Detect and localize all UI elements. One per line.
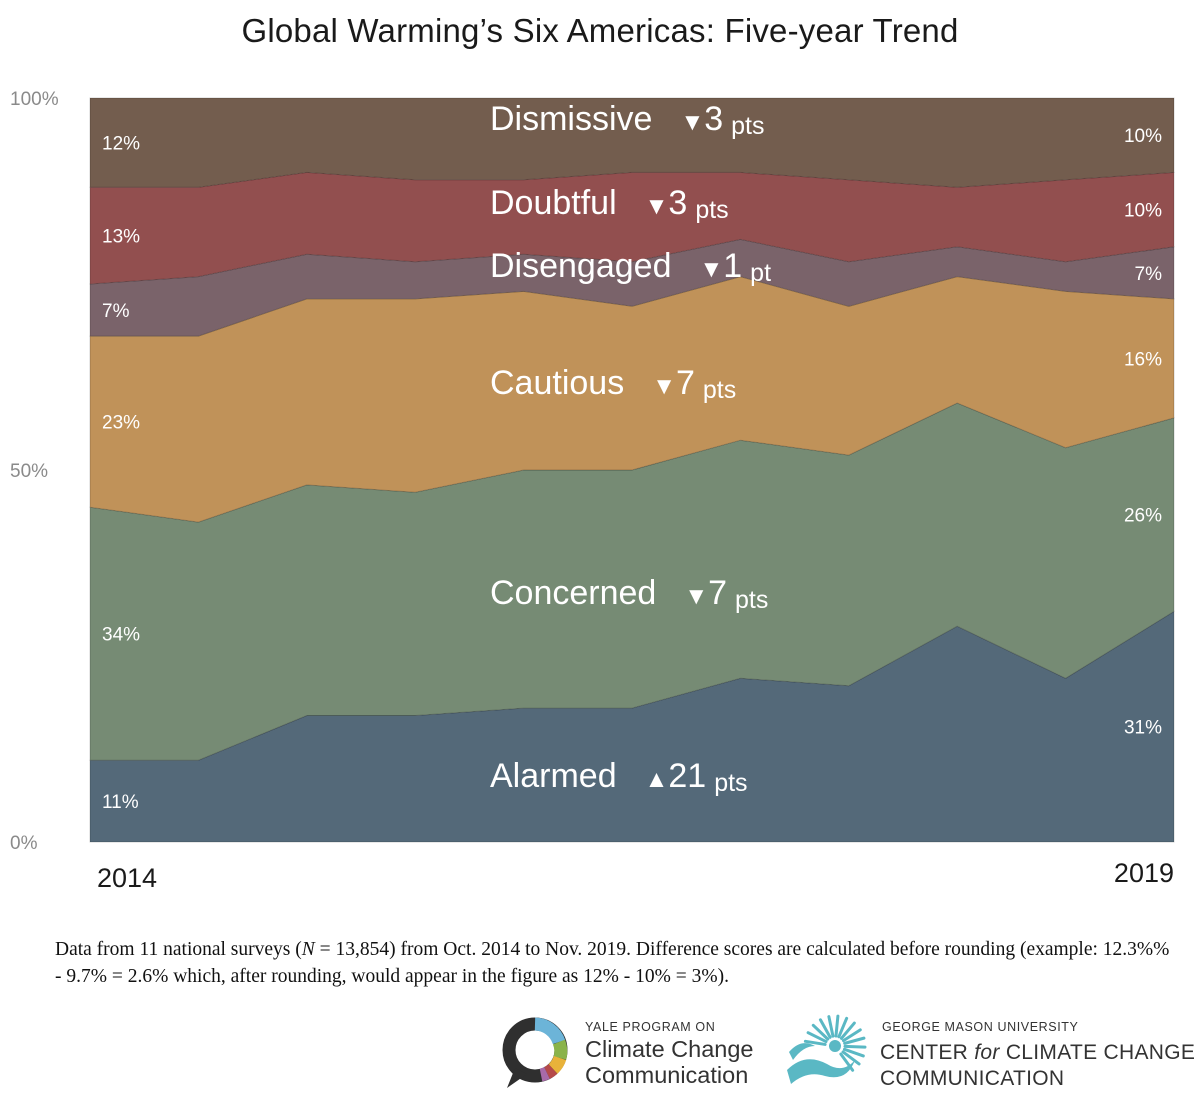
y-tick-label: 0% xyxy=(10,833,38,854)
start-label-disengaged: 7% xyxy=(102,301,130,322)
start-label-concerned: 34% xyxy=(102,625,140,646)
segment-change-cautious: ▼7 pts xyxy=(652,364,736,404)
end-label-cautious: 16% xyxy=(1124,349,1162,370)
segment-name-cautious: Cautious xyxy=(490,364,624,402)
segment-name-disengaged: Disengaged xyxy=(490,247,671,285)
area-dismissive xyxy=(89,97,1175,188)
n-symbol: N xyxy=(301,939,315,960)
speech-bubble-ring-icon xyxy=(502,1017,568,1088)
y-tick-label: 100% xyxy=(10,89,59,110)
yale-climate-logo: YALE PROGRAM ON Climate Change Communica… xyxy=(497,1012,787,1092)
yale-program-label: YALE PROGRAM ON xyxy=(585,1020,716,1034)
y-tick-label: 50% xyxy=(10,461,48,482)
chart-title: Global Warming’s Six Americas: Five-year… xyxy=(241,12,959,49)
area-cautious xyxy=(89,276,1175,523)
gmu-center-line1: CENTER for CLIMATE CHANGE xyxy=(880,1041,1196,1064)
yale-name-line2: Communication xyxy=(585,1062,749,1088)
area-layers xyxy=(89,97,1175,843)
end-label-alarmed: 31% xyxy=(1124,718,1162,739)
end-label-concerned: 26% xyxy=(1124,506,1162,527)
start-label-cautious: 23% xyxy=(102,413,140,434)
x-axis: 2014 2019 xyxy=(97,858,1174,893)
percent-labels: 11% 31% 34% 26% 23% 16% 7% 7% 13% 10% 12% 10% xyxy=(102,126,1162,813)
start-label-alarmed: 11% xyxy=(102,792,139,813)
gmu-university-label: GEORGE MASON UNIVERSITY xyxy=(882,1020,1079,1034)
sunburst-wave-icon xyxy=(787,1014,867,1084)
yale-name-line1: Climate Change xyxy=(585,1036,754,1062)
segment-name-doubtful: Doubtful xyxy=(490,184,617,222)
end-label-dismissive: 10% xyxy=(1124,126,1162,147)
y-axis: 0% 50% 100% xyxy=(10,89,59,854)
segment-change-disengaged: ▼1 pt xyxy=(699,247,771,287)
gmu-4c-logo: GEORGE MASON UNIVERSITY CENTER for CLIMA… xyxy=(785,1012,1195,1092)
end-label-doubtful: 10% xyxy=(1124,201,1162,222)
start-label-dismissive: 12% xyxy=(102,134,140,155)
end-label-disengaged: 7% xyxy=(1135,264,1163,285)
stacked-area-chart: 0% 50% 100% 2014 2019 11% 31% 34% 26% 23% 16% 7% 7… xyxy=(10,89,1175,893)
segment-name-dismissive: Dismissive xyxy=(490,100,652,138)
x-tick-label-end: 2019 xyxy=(1114,858,1174,888)
gmu-center-line2: COMMUNICATION xyxy=(880,1067,1065,1090)
segment-name-alarmed: Alarmed xyxy=(490,757,617,795)
start-label-doubtful: 13% xyxy=(102,227,140,248)
x-tick-label-start: 2014 xyxy=(97,863,157,893)
area-alarmed xyxy=(89,610,1175,843)
segment-labels: Alarmed ▲21 pts Concerned ▼7 pts Cautious ▼7 pts… xyxy=(490,100,771,797)
segment-change-alarmed: ▲21 pts xyxy=(645,757,748,797)
segment-change-dismissive: ▼3 pts xyxy=(680,100,764,140)
area-disengaged xyxy=(89,238,1175,337)
segment-change-doubtful: ▼3 pts xyxy=(645,184,729,224)
footnote: Data from 11 national surveys (N = 13,85… xyxy=(55,939,1170,987)
segment-change-concerned: ▼7 pts xyxy=(684,574,768,614)
segment-name-concerned: Concerned xyxy=(490,574,656,612)
